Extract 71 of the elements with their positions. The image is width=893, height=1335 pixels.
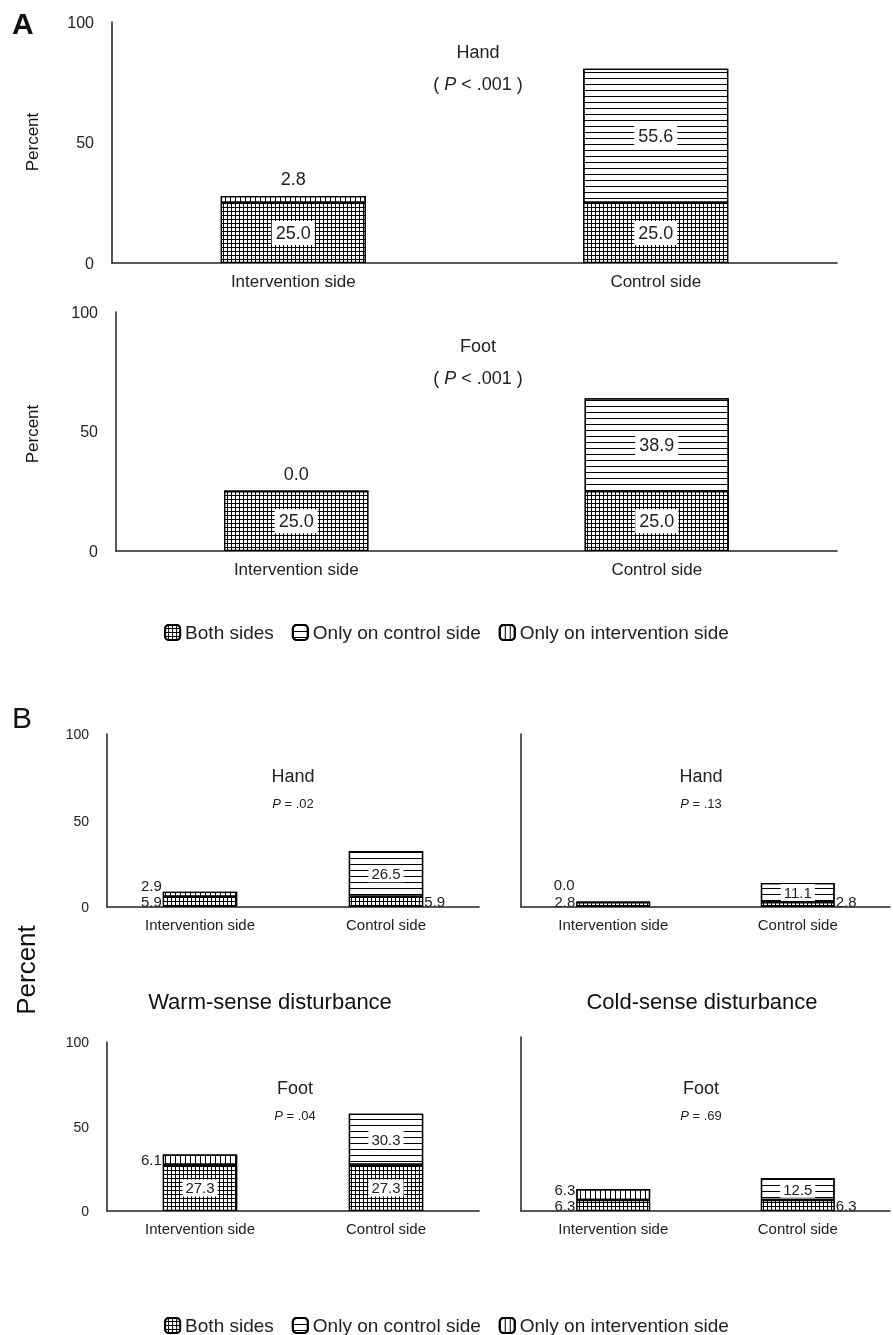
text: ( P < .001 ) bbox=[433, 368, 523, 388]
data-label: 5.9 bbox=[140, 892, 162, 910]
x-tick-label: Control side bbox=[345, 916, 427, 933]
data-label: 27.3 bbox=[371, 1179, 401, 1197]
text: P = .13 bbox=[680, 796, 722, 811]
y-axis-title: Percent bbox=[11, 924, 41, 1015]
text: Hand bbox=[679, 766, 723, 786]
data-label: 5.9 bbox=[424, 892, 446, 910]
data-label: 0.0 bbox=[283, 463, 309, 484]
data-label: 27.3 bbox=[185, 1179, 215, 1197]
data-label: 0.0 bbox=[553, 875, 575, 893]
y-tick-label: 0 bbox=[89, 542, 99, 560]
data-label: 38.9 bbox=[639, 434, 675, 455]
data-label: 30.3 bbox=[371, 1130, 401, 1148]
data-label: 25.0 bbox=[638, 222, 674, 243]
x-tick-label: Intervention side bbox=[558, 916, 669, 933]
x-tick-label: Control side bbox=[345, 1220, 427, 1237]
text: B bbox=[12, 700, 33, 734]
y-tick-label: 0 bbox=[85, 254, 95, 272]
y-tick-label: 50 bbox=[76, 134, 95, 151]
data-label: 6.3 bbox=[554, 1196, 576, 1214]
data-label: 26.5 bbox=[371, 865, 401, 883]
data-label: 11.1 bbox=[783, 884, 812, 902]
text: Hand bbox=[456, 42, 500, 62]
data-label: 6.3 bbox=[835, 1196, 857, 1214]
data-label: 6.3 bbox=[554, 1180, 576, 1198]
x-tick-label: Intervention side bbox=[233, 560, 359, 579]
data-label: 25.0 bbox=[639, 511, 675, 532]
data-label: 2.9 bbox=[140, 876, 162, 894]
x-tick-label: Intervention side bbox=[144, 916, 256, 933]
text: A bbox=[12, 6, 34, 40]
text: Cold-sense disturbance bbox=[586, 988, 818, 1014]
legend-label: Only on control side bbox=[312, 622, 481, 643]
legend-label: Both sides bbox=[185, 622, 274, 643]
y-tick-label: 0 bbox=[81, 1203, 90, 1219]
text: P = .02 bbox=[272, 796, 314, 811]
y-tick-label: 50 bbox=[80, 423, 99, 440]
x-tick-label: Control side bbox=[611, 560, 703, 579]
data-label: 2.8 bbox=[554, 892, 576, 910]
x-tick-label: Control side bbox=[610, 272, 702, 291]
x-tick-label: Intervention side bbox=[230, 272, 356, 291]
text: ( P < .001 ) bbox=[433, 74, 523, 94]
data-label: 25.0 bbox=[278, 511, 314, 532]
data-label: 25.0 bbox=[275, 222, 311, 243]
y-tick-label: 100 bbox=[65, 726, 90, 742]
legend-label: Both sides bbox=[185, 1315, 274, 1335]
x-tick-label: Intervention side bbox=[144, 1220, 256, 1237]
data-label: 12.5 bbox=[783, 1180, 813, 1198]
legend-label: Only on intervention side bbox=[519, 622, 729, 643]
y-tick-label: 50 bbox=[73, 1118, 90, 1135]
text: P = .04 bbox=[274, 1108, 316, 1123]
text: Hand bbox=[271, 766, 315, 786]
x-tick-label: Control side bbox=[757, 1220, 838, 1237]
y-axis-title: Percent bbox=[22, 112, 42, 172]
text: Warm-sense disturbance bbox=[148, 988, 392, 1014]
x-tick-label: Control side bbox=[757, 916, 838, 933]
y-tick-label: 100 bbox=[67, 13, 95, 31]
y-tick-label: 100 bbox=[65, 1034, 90, 1050]
y-tick-label: 50 bbox=[73, 812, 90, 829]
text: P = .69 bbox=[680, 1108, 722, 1123]
y-tick-label: 0 bbox=[81, 899, 90, 915]
text: Foot bbox=[459, 336, 497, 356]
data-label: 55.6 bbox=[638, 125, 674, 146]
text: Foot bbox=[276, 1078, 314, 1098]
text: Foot bbox=[682, 1078, 720, 1098]
data-label: 2.8 bbox=[835, 892, 857, 910]
data-label: 2.8 bbox=[280, 169, 306, 189]
y-tick-label: 100 bbox=[71, 303, 99, 321]
data-label: 6.1 bbox=[140, 1151, 162, 1169]
y-axis-title: Percent bbox=[22, 404, 42, 464]
x-tick-label: Intervention side bbox=[558, 1220, 669, 1237]
